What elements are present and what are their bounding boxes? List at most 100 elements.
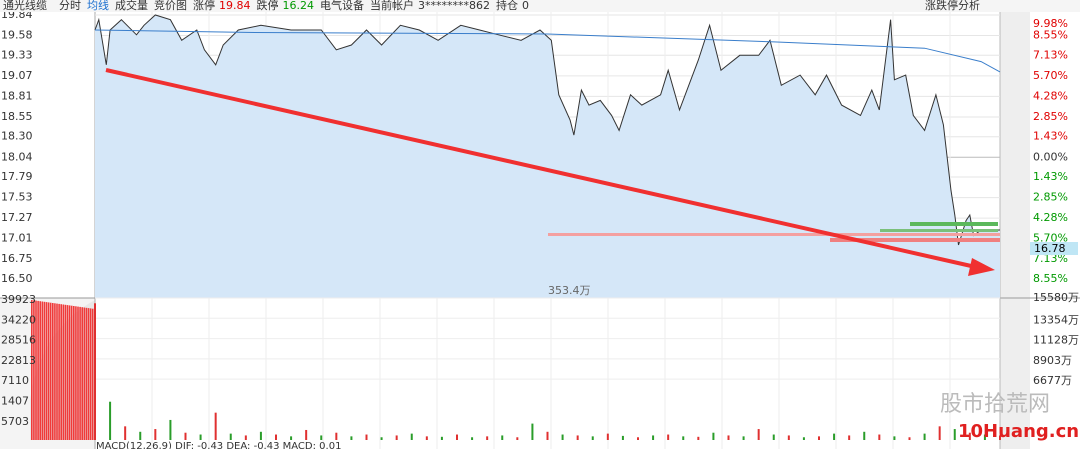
volume-bar bbox=[818, 436, 820, 440]
volume-bar bbox=[139, 431, 142, 440]
volume-bar bbox=[305, 429, 308, 440]
volume-bar bbox=[410, 433, 413, 440]
price-tick-label: 19.07 bbox=[1, 69, 33, 82]
left-bar bbox=[41, 301, 44, 440]
volume-bar bbox=[561, 434, 564, 440]
volume-bar bbox=[229, 433, 232, 440]
order-line bbox=[880, 229, 998, 232]
left-bar bbox=[39, 301, 41, 440]
volume-bar bbox=[199, 434, 202, 440]
trend-arrow bbox=[105, 68, 981, 270]
percent-label: 4.28% bbox=[1033, 89, 1068, 102]
price-tick-label: 17.53 bbox=[1, 191, 33, 204]
left-bar bbox=[33, 300, 35, 440]
price-tick-label: 17.79 bbox=[1, 170, 33, 183]
volume-tick-label: 6677万 bbox=[1033, 374, 1072, 387]
left-bar bbox=[73, 306, 75, 440]
price-tick-label: 19.58 bbox=[1, 29, 33, 42]
left-volume-label: 5703 bbox=[1, 415, 29, 428]
volume-bar bbox=[350, 436, 353, 440]
volume-bar bbox=[516, 437, 519, 440]
left-volume-label: 22813 bbox=[1, 354, 36, 367]
left-bar bbox=[83, 307, 86, 440]
price-tick-label: 17.01 bbox=[1, 232, 33, 245]
volume-bar bbox=[365, 434, 368, 440]
volume-bar bbox=[742, 436, 745, 440]
header-button[interactable]: 涨跌停分析 bbox=[925, 0, 980, 12]
left-volume-bars bbox=[31, 300, 94, 440]
left-bar bbox=[85, 307, 88, 440]
macd-label: MACD(12,26,9) DIF: -0.43 DEA: -0.43 MACD… bbox=[96, 441, 341, 449]
volume-bar bbox=[380, 437, 383, 440]
header-text: 涨停 bbox=[193, 0, 215, 12]
left-volume-label: 39923 bbox=[1, 293, 36, 306]
price-tick-label: 18.04 bbox=[1, 150, 33, 163]
percent-label: 1.43% bbox=[1033, 130, 1068, 143]
left-bar bbox=[58, 303, 60, 440]
left-bar bbox=[60, 304, 62, 440]
volume-bar bbox=[923, 433, 926, 440]
left-volume-label: 28516 bbox=[1, 334, 36, 347]
header-text: 3********862 bbox=[418, 0, 490, 12]
percent-label: 9.98% bbox=[1033, 17, 1068, 30]
left-bar bbox=[49, 302, 52, 440]
volume-bar bbox=[802, 437, 805, 440]
percent-label: 5.70% bbox=[1033, 232, 1068, 245]
left-bar bbox=[91, 308, 94, 440]
volume-bar bbox=[440, 436, 443, 440]
left-bar bbox=[47, 302, 50, 440]
left-bar bbox=[66, 305, 69, 440]
volume-tick-label: 8903万 bbox=[1033, 354, 1072, 367]
volume-bar bbox=[667, 434, 670, 440]
percent-label: 8.55% bbox=[1033, 29, 1068, 42]
left-bar bbox=[77, 306, 79, 440]
volume-note: 353.4万 bbox=[548, 284, 591, 297]
volume-bar bbox=[938, 426, 941, 440]
header-text: 电气设备 bbox=[320, 0, 364, 12]
header-text: 16.24 bbox=[283, 0, 315, 12]
left-bar bbox=[35, 300, 37, 440]
header-text: 均线 bbox=[87, 0, 109, 12]
left-volume-label: 1407 bbox=[1, 395, 29, 408]
volume-bar bbox=[109, 401, 112, 440]
volume-bar bbox=[848, 435, 851, 440]
volume-bar bbox=[456, 434, 458, 440]
volume-bar bbox=[275, 434, 277, 440]
volume-bar bbox=[320, 435, 323, 440]
left-bar bbox=[87, 308, 90, 440]
percent-label: 7.13% bbox=[1033, 48, 1068, 61]
volume-bar bbox=[833, 433, 836, 440]
left-bar bbox=[68, 305, 71, 440]
percent-label: 0.00% bbox=[1033, 150, 1068, 163]
percent-label: 2.85% bbox=[1033, 191, 1068, 204]
volume-bar bbox=[637, 437, 639, 440]
left-bar bbox=[64, 304, 67, 440]
average-line bbox=[94, 29, 1001, 73]
header-text: 成交量 bbox=[115, 0, 148, 12]
volume-bar bbox=[712, 432, 715, 440]
price-tick-label: 18.55 bbox=[1, 110, 33, 123]
percent-label: 1.43% bbox=[1033, 170, 1068, 183]
volume-bar bbox=[576, 435, 579, 440]
volume-bar bbox=[893, 436, 896, 440]
volume-bar bbox=[154, 429, 157, 440]
header-text: 竞价图 bbox=[154, 0, 187, 12]
volume-bar bbox=[968, 432, 971, 440]
left-bar bbox=[81, 307, 83, 440]
volume-bar bbox=[471, 437, 474, 440]
arrow-head bbox=[968, 258, 995, 276]
left-bar bbox=[31, 300, 33, 440]
volume-bar bbox=[953, 429, 956, 440]
order-line bbox=[910, 222, 998, 226]
order-line bbox=[548, 233, 1000, 236]
volume-tick-label: 11128万 bbox=[1033, 334, 1079, 347]
price-tick-label: 18.30 bbox=[1, 130, 33, 143]
volume-bar bbox=[999, 435, 1001, 440]
volume-bar bbox=[335, 432, 338, 440]
volume-bar bbox=[878, 434, 881, 440]
price-tick-label: 18.81 bbox=[1, 89, 33, 102]
volume-bar bbox=[697, 436, 700, 440]
price-tick-label: 16.75 bbox=[1, 252, 33, 265]
volume-bar bbox=[908, 437, 911, 440]
